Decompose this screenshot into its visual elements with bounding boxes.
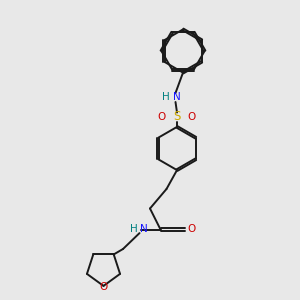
Text: N: N xyxy=(173,92,181,103)
Text: O: O xyxy=(99,282,108,292)
Text: O: O xyxy=(188,224,196,235)
Text: H: H xyxy=(130,224,137,235)
Text: S: S xyxy=(173,110,181,124)
Text: N: N xyxy=(140,224,148,235)
Text: O: O xyxy=(188,112,196,122)
Text: O: O xyxy=(158,112,166,122)
Text: H: H xyxy=(162,92,170,103)
